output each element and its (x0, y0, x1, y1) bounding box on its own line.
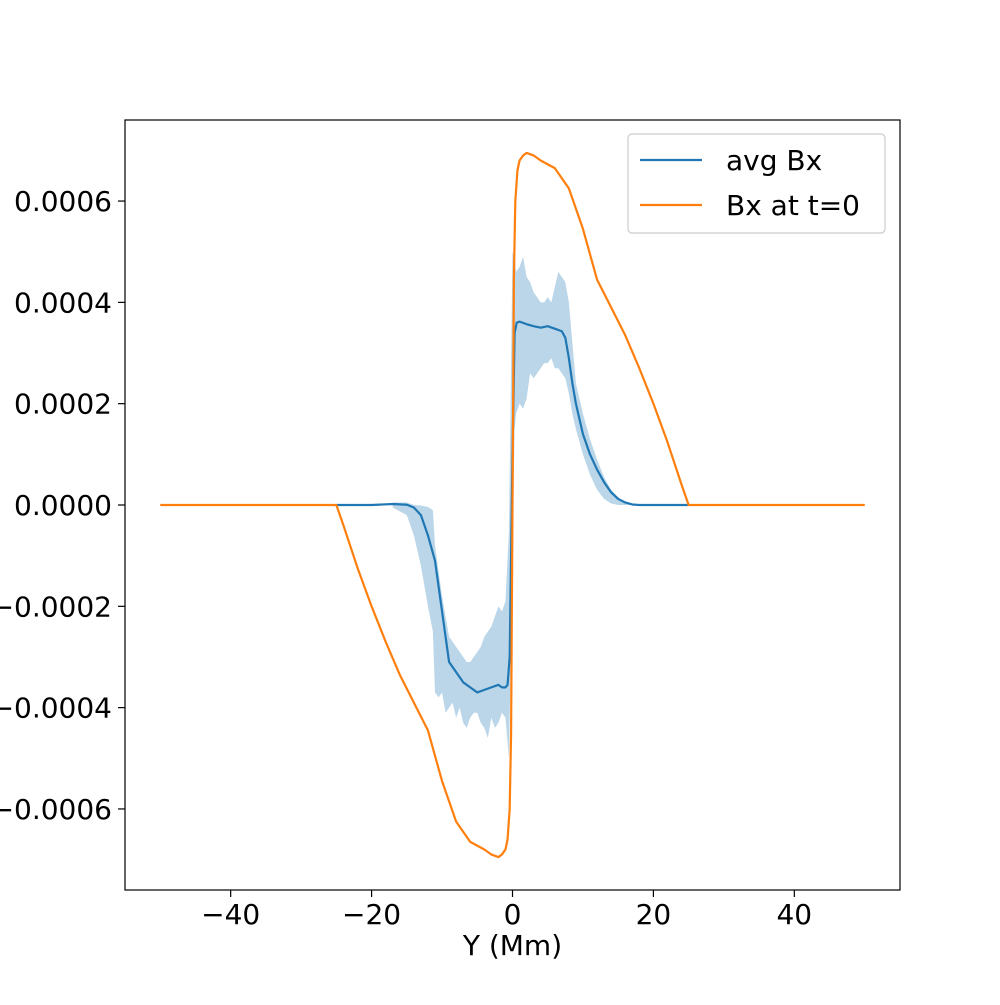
y-tick-label: 0.0006 (14, 185, 112, 218)
x-tick-label: 0 (504, 898, 522, 931)
y-tick-label: −0.0006 (0, 793, 112, 826)
x-tick-label: −20 (342, 898, 401, 931)
x-tick-label: −40 (201, 898, 260, 931)
legend-items: avg Bx Bx at t=0 (640, 144, 860, 222)
y-tick-label: 0.0000 (14, 489, 112, 522)
series-line-bx-at-t0 (160, 151, 865, 859)
x-axis-ticks: −40 −20 0 20 40 (201, 890, 812, 931)
y-tick-label: 0.0002 (14, 388, 112, 421)
series-layer (160, 151, 865, 859)
uncertainty-band-layer (392, 251, 640, 759)
x-axis-label: Y (Mm) (462, 929, 562, 962)
legend: avg Bx Bx at t=0 (627, 133, 886, 234)
legend-box (627, 133, 886, 234)
y-tick-label: −0.0002 (0, 590, 112, 623)
y-tick-label: −0.0004 (0, 692, 112, 725)
legend-label: Bx at t=0 (726, 189, 860, 222)
legend-label: avg Bx (726, 144, 822, 177)
x-tick-label: 20 (636, 898, 672, 931)
avg-bx-band (392, 251, 640, 759)
x-tick-label: 40 (776, 898, 812, 931)
y-tick-label: 0.0004 (14, 286, 112, 319)
y-axis-ticks: −0.0006 −0.0004 −0.0002 0.0000 0.0002 0.0004 0… (0, 185, 125, 826)
